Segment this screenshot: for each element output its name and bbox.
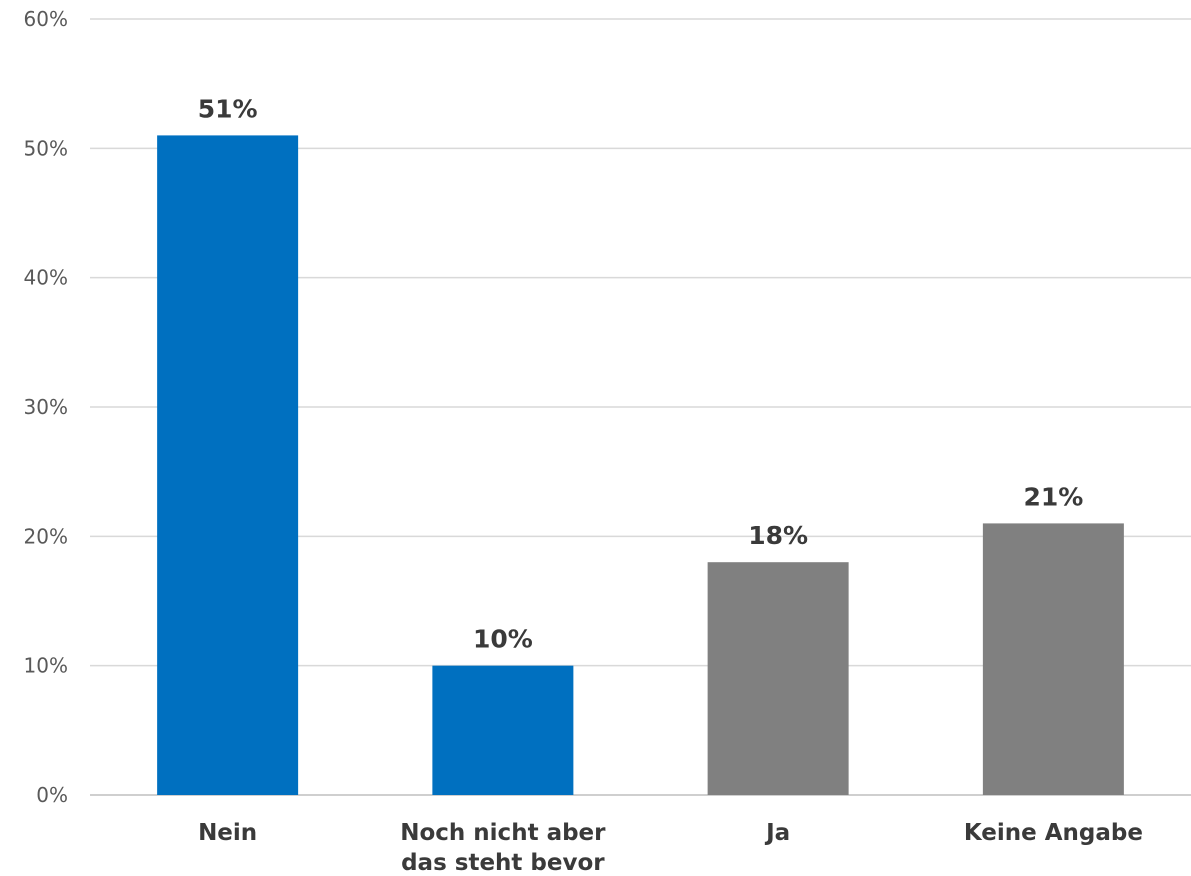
data-label: 18% [748,521,808,550]
y-tick-label: 40% [24,266,68,290]
y-tick-label: 0% [36,783,68,807]
x-category-label: Nein [198,820,257,846]
data-labels: 51% 10% 18% 21% [198,94,1084,653]
y-tick-label: 10% [24,654,68,678]
y-axis-tick-labels: 0% 10% 20% 30% 40% 50% 60% [24,7,68,807]
y-tick-label: 30% [24,395,68,419]
x-axis-category-labels: Nein Noch nicht aber das steht bevor Ja Kein… [198,820,1143,876]
bar [707,562,849,795]
data-label: 21% [1023,482,1083,511]
x-category-label: Ja [764,820,790,846]
bar [432,665,574,795]
y-tick-label: 20% [24,524,68,548]
data-label: 51% [198,94,258,123]
bars [157,135,1124,795]
bar [157,135,299,795]
data-label: 10% [473,625,533,654]
y-tick-label: 50% [24,136,68,160]
x-category-label: Noch nicht aber das steht bevor [400,820,606,876]
x-category-label: Keine Angabe [964,820,1143,846]
bar [982,523,1124,795]
y-tick-label: 60% [24,7,68,31]
